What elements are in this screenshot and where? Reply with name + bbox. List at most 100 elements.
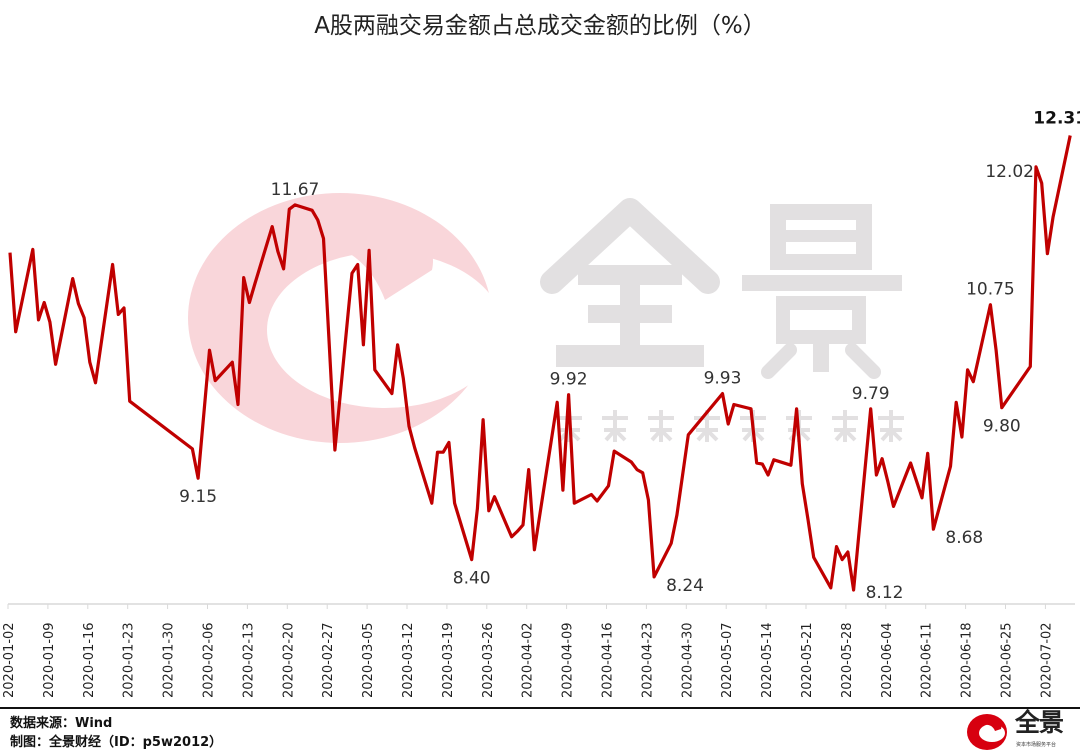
data-point [487, 509, 490, 512]
x-tick-label: 2020-04-23 [640, 622, 655, 698]
data-label: 8.24 [666, 576, 704, 596]
x-tick-label: 2020-03-26 [481, 622, 496, 698]
data-point [373, 368, 376, 371]
data-point [995, 349, 998, 352]
data-point [966, 368, 969, 371]
data-point [356, 263, 359, 266]
data-point [653, 575, 656, 578]
data-point [767, 473, 770, 476]
data-point [932, 528, 935, 531]
x-axis-ticks: 2020-01-02 2020-01-09 2020-01-16 2020-01-23… [2, 604, 1054, 698]
footer-divider [0, 707, 1080, 709]
data-point [801, 482, 804, 485]
data-point [470, 558, 473, 561]
data-label: 12.31 [1033, 108, 1080, 128]
data-point [117, 313, 120, 316]
data-point [835, 545, 838, 548]
data-point [231, 361, 234, 364]
data-point [402, 377, 405, 380]
data-point [727, 422, 730, 425]
data-point [447, 441, 450, 444]
data-point [510, 535, 513, 538]
data-point [390, 392, 393, 395]
data-label: 9.15 [179, 487, 217, 507]
x-tick-label: 2020-04-30 [680, 622, 695, 698]
data-point [812, 556, 815, 559]
data-point [94, 381, 97, 384]
data-label: 9.93 [704, 369, 742, 389]
data-point [607, 484, 610, 487]
data-point [476, 507, 479, 510]
data-point [949, 465, 952, 468]
data-point [533, 548, 536, 551]
data-point [191, 447, 194, 450]
data-point [795, 407, 798, 410]
data-point [1052, 215, 1055, 218]
data-point [43, 301, 46, 304]
data-point [721, 392, 724, 395]
data-point [960, 436, 963, 439]
watermark-tagline-glyph [832, 410, 858, 442]
data-point [909, 462, 912, 465]
data-point [123, 306, 126, 309]
data-point [989, 303, 992, 306]
data-point [761, 463, 764, 466]
data-point [875, 473, 878, 476]
data-point [254, 281, 257, 284]
data-point [641, 471, 644, 474]
data-point [333, 449, 336, 452]
data-source: 数据来源：Wind [10, 716, 113, 731]
data-point [288, 208, 291, 211]
data-point [869, 407, 872, 410]
data-label: 8.40 [453, 569, 491, 589]
data-point [926, 452, 929, 455]
data-point [71, 277, 74, 280]
data-point [921, 496, 924, 499]
data-point [197, 477, 200, 480]
data-point [829, 586, 832, 589]
data-point [493, 495, 496, 498]
x-tick-label: 2020-04-02 [521, 622, 536, 698]
data-point [613, 450, 616, 453]
x-tick-label: 2020-02-20 [281, 622, 296, 698]
watermark-logo-swirl [188, 193, 503, 443]
x-tick-label: 2020-07-02 [1039, 622, 1054, 698]
data-point [351, 272, 354, 275]
data-point [807, 518, 810, 521]
x-tick-label: 2020-04-09 [561, 622, 576, 698]
brand-logo: 全景 资本市场服务平台 [965, 708, 1075, 752]
x-tick-label: 2020-02-13 [241, 622, 256, 698]
data-point [601, 492, 604, 495]
data-label: 9.92 [550, 370, 588, 390]
data-point [294, 203, 297, 206]
data-point [322, 237, 325, 240]
logo-brand: 全景 [1015, 708, 1064, 737]
data-point [214, 379, 217, 382]
x-tick-label: 2020-06-04 [880, 622, 895, 698]
data-point [516, 530, 519, 533]
data-point [436, 451, 439, 454]
data-point [316, 219, 319, 222]
series-line [8, 135, 1072, 592]
data-point [111, 263, 114, 266]
data-point [453, 502, 456, 505]
x-tick-label: 2020-05-28 [840, 622, 855, 698]
data-label: 10.75 [966, 280, 1015, 300]
series [8, 135, 1072, 592]
data-point [9, 251, 12, 254]
data-point [972, 380, 975, 383]
x-tick-label: 2020-01-30 [162, 622, 177, 698]
data-point [1000, 406, 1003, 409]
logo-swirl-icon [967, 714, 1007, 750]
data-point [413, 446, 416, 449]
data-point [276, 250, 279, 253]
data-point [208, 349, 211, 352]
data-point [282, 267, 285, 270]
data-labels: 9.15 11.67 8.40 9.92 8.24 9.93 8.12 9.79 8.68 10.… [179, 108, 1080, 603]
watermark-tagline-glyph [648, 410, 674, 442]
data-point [408, 425, 411, 428]
data-label: 11.67 [271, 180, 320, 200]
data-point [14, 330, 17, 333]
data-point [755, 462, 758, 465]
